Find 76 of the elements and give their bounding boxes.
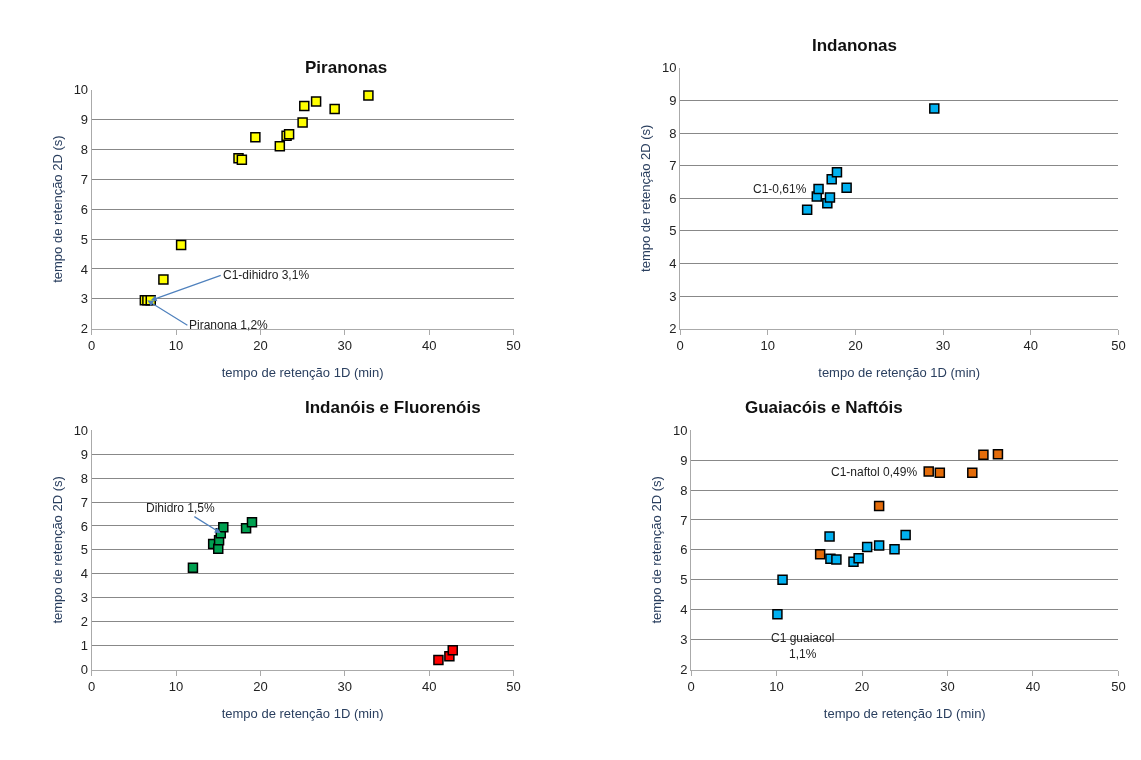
- chart-title: Indanonas: [812, 36, 898, 55]
- y-tick-label: 7: [80, 494, 89, 510]
- x-tick-label: 20: [253, 679, 268, 695]
- y-tick-label: 6: [669, 190, 677, 206]
- y-axis-title: tempo de retenção 2D (s): [637, 124, 653, 272]
- y-tick-label: 3: [680, 632, 688, 648]
- x-tick-label: 30: [935, 338, 951, 354]
- annotation: C1-naftol 0,49%: [831, 465, 918, 479]
- y-tick-label: 10: [73, 422, 89, 438]
- x-tick-label: 20: [848, 338, 863, 354]
- y-axis-title: tempo de retenção 2D (s): [648, 476, 664, 624]
- y-tick-label: 10: [661, 60, 677, 76]
- x-tick-label: 50: [506, 338, 521, 354]
- x-tick-label: 40: [1023, 338, 1038, 354]
- y-tick-label: 1: [80, 638, 89, 654]
- x-tick-label: 30: [337, 338, 353, 354]
- x-tick-label: 30: [337, 679, 353, 695]
- y-tick-label: 7: [80, 171, 89, 187]
- chart-title: Indanóis e Fluorenóis: [305, 398, 481, 417]
- y-tick-label: 3: [80, 291, 89, 307]
- x-tick-label: 40: [1025, 679, 1041, 695]
- y-tick-label: 8: [680, 482, 688, 498]
- x-tick-label: 40: [421, 338, 437, 354]
- y-tick-label: 9: [80, 446, 89, 462]
- y-tick-label: 8: [80, 470, 89, 486]
- chart-title: Guaiacóis e Naftóis: [745, 398, 903, 417]
- y-tick-label: 2: [80, 614, 89, 630]
- y-tick-label: 0: [80, 662, 89, 678]
- y-tick-label: 4: [80, 261, 89, 277]
- y-tick-label: 5: [680, 572, 688, 588]
- y-tick-label: 2: [680, 662, 688, 678]
- y-tick-label: 9: [80, 111, 89, 127]
- x-tick-label: 10: [168, 338, 184, 354]
- y-tick-label: 3: [80, 590, 89, 606]
- y-axis-title: tempo de retenção 2D (s): [49, 135, 65, 283]
- annotation: Piranona 1,2%: [189, 318, 269, 332]
- chart-title: Piranonas: [305, 58, 388, 77]
- y-tick-label: 7: [669, 158, 677, 174]
- y-tick-label: 2: [669, 321, 677, 337]
- y-tick-label: 9: [669, 92, 677, 108]
- annotation: C1-0,61%: [753, 182, 807, 196]
- x-tick-label: 50: [1111, 679, 1126, 695]
- annotation: Dihidro 1,5%: [146, 501, 216, 515]
- y-axis-title: tempo de retenção 2D (s): [49, 476, 65, 624]
- y-tick-label: 10: [673, 422, 688, 438]
- annotation: C1-dihidro 3,1%: [223, 268, 310, 282]
- x-tick-label: 20: [854, 679, 870, 695]
- y-tick-label: 9: [680, 452, 688, 468]
- x-tick-label: 50: [1111, 338, 1126, 354]
- x-tick-label: 40: [421, 679, 437, 695]
- x-axis-title: tempo de retenção 1D (min): [823, 705, 986, 721]
- y-tick-label: 6: [80, 518, 89, 534]
- x-tick-label: 10: [168, 679, 184, 695]
- x-axis-title: tempo de retenção 1D (min): [818, 364, 981, 380]
- y-tick-label: 5: [80, 231, 89, 247]
- y-tick-label: 10: [73, 82, 89, 98]
- x-tick-label: 50: [506, 679, 521, 695]
- y-tick-label: 8: [80, 141, 89, 157]
- x-axis-title: tempo de retenção 1D (min): [221, 705, 384, 721]
- x-tick-label: 20: [253, 338, 268, 354]
- x-axis-title: tempo de retenção 1D (min): [221, 364, 384, 380]
- y-tick-label: 2: [80, 321, 89, 337]
- annotation: C1 guaiacol 1,1%: [771, 631, 835, 661]
- y-tick-label: 6: [80, 201, 89, 217]
- y-tick-label: 7: [680, 512, 688, 528]
- y-tick-label: 3: [669, 288, 677, 304]
- y-tick-label: 5: [669, 223, 677, 239]
- y-tick-label: 4: [80, 566, 89, 582]
- x-tick-label: 10: [760, 338, 775, 354]
- y-tick-label: 5: [80, 542, 89, 558]
- y-tick-label: 6: [680, 542, 688, 558]
- x-tick-label: 30: [940, 679, 955, 695]
- y-tick-label: 8: [669, 125, 677, 141]
- x-tick-label: 10: [769, 679, 784, 695]
- y-tick-label: 4: [669, 256, 677, 272]
- y-tick-label: 4: [680, 602, 688, 618]
